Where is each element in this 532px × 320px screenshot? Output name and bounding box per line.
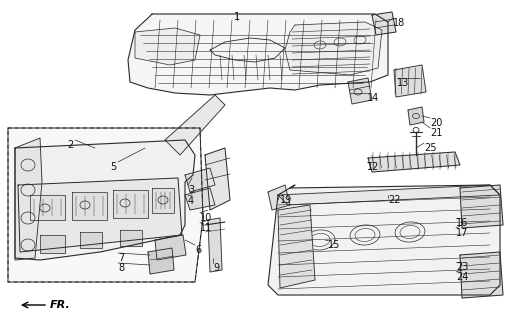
Polygon shape bbox=[80, 232, 102, 248]
Polygon shape bbox=[208, 218, 222, 272]
Text: 13: 13 bbox=[397, 78, 409, 88]
Text: 7: 7 bbox=[118, 253, 124, 263]
Text: 17: 17 bbox=[456, 228, 468, 238]
Polygon shape bbox=[152, 188, 174, 213]
Polygon shape bbox=[408, 107, 424, 125]
Polygon shape bbox=[155, 235, 186, 260]
Polygon shape bbox=[268, 185, 290, 210]
Polygon shape bbox=[165, 95, 225, 155]
Polygon shape bbox=[15, 138, 42, 260]
Polygon shape bbox=[268, 185, 500, 295]
Text: 14: 14 bbox=[367, 93, 379, 103]
Text: 24: 24 bbox=[456, 272, 468, 282]
Text: 22: 22 bbox=[388, 195, 401, 205]
Polygon shape bbox=[368, 152, 460, 172]
Polygon shape bbox=[185, 168, 215, 192]
Text: FR.: FR. bbox=[50, 300, 71, 310]
Polygon shape bbox=[135, 28, 200, 65]
Polygon shape bbox=[15, 140, 195, 260]
Text: 12: 12 bbox=[367, 162, 379, 172]
Polygon shape bbox=[113, 190, 148, 218]
Polygon shape bbox=[18, 178, 182, 252]
Polygon shape bbox=[285, 22, 382, 75]
Text: 9: 9 bbox=[213, 263, 219, 273]
Text: 3: 3 bbox=[188, 185, 194, 195]
Polygon shape bbox=[185, 188, 215, 210]
Text: 15: 15 bbox=[328, 240, 340, 250]
Text: 2: 2 bbox=[67, 140, 73, 150]
Text: 20: 20 bbox=[430, 118, 443, 128]
Polygon shape bbox=[148, 248, 174, 274]
Polygon shape bbox=[278, 205, 315, 288]
Polygon shape bbox=[40, 235, 65, 253]
Polygon shape bbox=[372, 12, 396, 35]
Text: 23: 23 bbox=[456, 262, 468, 272]
Text: 11: 11 bbox=[200, 223, 212, 233]
Polygon shape bbox=[205, 148, 230, 210]
Text: 6: 6 bbox=[195, 245, 201, 255]
Polygon shape bbox=[348, 78, 372, 104]
Polygon shape bbox=[120, 230, 142, 246]
Polygon shape bbox=[394, 65, 426, 97]
Text: 21: 21 bbox=[430, 128, 443, 138]
Text: 8: 8 bbox=[118, 263, 124, 273]
Text: 16: 16 bbox=[456, 218, 468, 228]
Text: 19: 19 bbox=[280, 195, 292, 205]
Text: 10: 10 bbox=[200, 213, 212, 223]
Text: 1: 1 bbox=[234, 12, 240, 22]
Text: 25: 25 bbox=[424, 143, 436, 153]
Polygon shape bbox=[460, 252, 503, 298]
Polygon shape bbox=[30, 195, 65, 220]
Text: 5: 5 bbox=[110, 162, 117, 172]
Polygon shape bbox=[460, 185, 503, 228]
Polygon shape bbox=[72, 192, 107, 220]
Text: 18: 18 bbox=[393, 18, 405, 28]
Text: 4: 4 bbox=[188, 196, 194, 206]
Polygon shape bbox=[8, 128, 203, 282]
Polygon shape bbox=[128, 14, 388, 95]
Polygon shape bbox=[278, 185, 500, 205]
